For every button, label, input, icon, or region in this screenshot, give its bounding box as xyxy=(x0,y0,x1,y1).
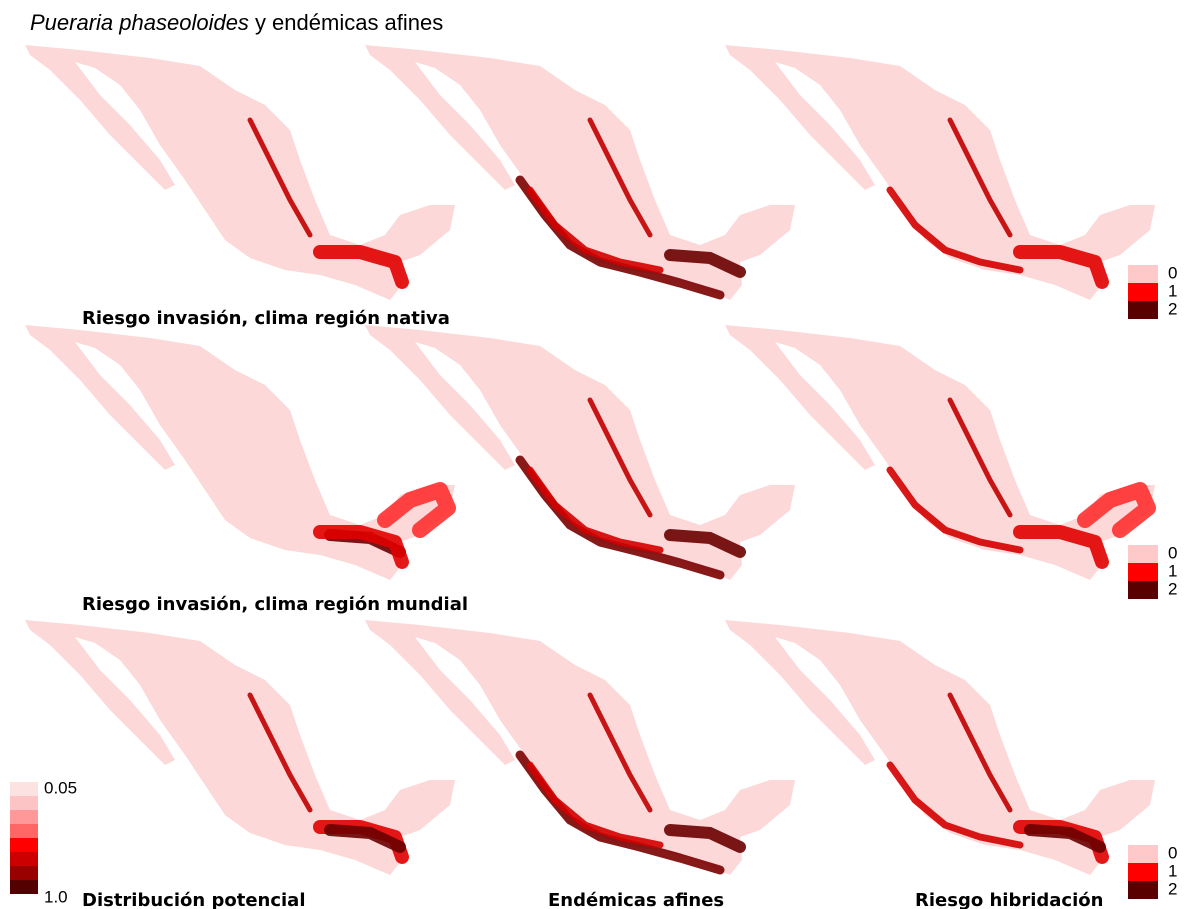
legend-swatch xyxy=(1128,545,1158,563)
legend-swatch xyxy=(1128,863,1158,881)
legend-swatch xyxy=(1128,301,1158,319)
map-panels xyxy=(25,45,1155,875)
map-panel xyxy=(725,325,1155,580)
legend-label: 0.05 xyxy=(44,778,77,797)
legend-label: 1 xyxy=(1168,561,1177,580)
legend-swatch xyxy=(10,810,38,824)
map-panel xyxy=(365,325,795,580)
legend-label: 0 xyxy=(1168,843,1177,862)
legend-label: 2 xyxy=(1168,879,1177,898)
map-panel xyxy=(25,45,455,300)
title-suffix: y endémicas afines xyxy=(255,10,443,35)
map-panel xyxy=(365,45,795,300)
row-label: Riesgo invasión, clima región mundial xyxy=(82,594,468,615)
legend-swatch xyxy=(10,880,38,894)
legend-label: 1 xyxy=(1168,281,1177,300)
legend-label: 2 xyxy=(1168,579,1177,598)
legend-label: 0 xyxy=(1168,263,1177,282)
legend-label: 0 xyxy=(1168,543,1177,562)
row-label: Riesgo invasión, clima región nativa xyxy=(82,308,450,329)
map-panel xyxy=(725,620,1155,875)
legend-label: 2 xyxy=(1168,299,1177,318)
column-label: Riesgo hibridación xyxy=(915,890,1103,909)
legend-swatch xyxy=(1128,283,1158,301)
legend-swatch xyxy=(10,866,38,880)
legend-swatch xyxy=(1128,581,1158,599)
map-panel xyxy=(25,620,455,875)
legend-swatch xyxy=(10,782,38,796)
gradient-legend: 0.05 1.0 xyxy=(10,778,77,906)
legend-swatch xyxy=(1128,845,1158,863)
legend-label: 1 xyxy=(1168,861,1177,880)
map-panel xyxy=(365,620,795,875)
column-label: Distribución potencial xyxy=(82,890,306,909)
figure: Pueraria phaseoloidesy endémicas afines … xyxy=(0,0,1188,909)
legend-swatch xyxy=(10,852,38,866)
legend-swatch xyxy=(10,824,38,838)
map-panel xyxy=(725,45,1155,300)
legend-swatch xyxy=(1128,265,1158,283)
legend-swatch xyxy=(1128,881,1158,899)
legend-swatch xyxy=(10,796,38,810)
map-panel xyxy=(25,325,455,580)
legend-label: 1.0 xyxy=(44,887,68,906)
legend-swatch xyxy=(10,838,38,852)
column-label: Endémicas afines xyxy=(548,890,724,909)
title-species: Pueraria phaseoloides xyxy=(30,10,249,35)
legend-swatch xyxy=(1128,563,1158,581)
